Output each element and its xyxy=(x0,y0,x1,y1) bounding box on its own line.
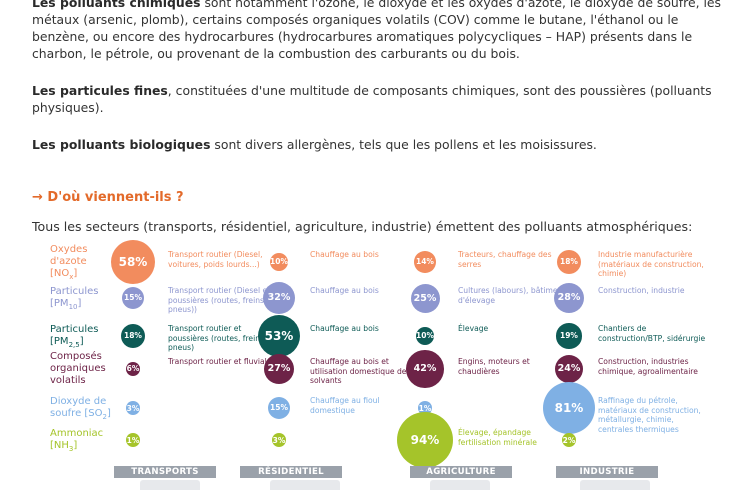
sector-illustration xyxy=(270,480,340,490)
paragraph-lead: Les polluants chimiques xyxy=(32,0,201,10)
source-description-residentiel: Chauffage au fioul domestique xyxy=(310,396,380,415)
sector-illustration xyxy=(140,480,200,490)
source-description-transports: Transport routier (Diesel et poussières … xyxy=(168,286,271,314)
source-description-residentiel: Chauffage au bois et utilisation domesti… xyxy=(310,357,407,385)
section-intro: Tous les secteurs (transports, résidenti… xyxy=(32,219,693,234)
share-bubble-residentiel: 15% xyxy=(267,396,291,420)
sector-illustration xyxy=(580,480,650,490)
pollutant-label: Particules [PM2,5] xyxy=(50,324,99,349)
share-bubble-industrie: 81% xyxy=(542,381,596,435)
source-description-transports: Transport routier et poussières (routes,… xyxy=(168,324,267,352)
sector-illustration xyxy=(430,480,490,490)
share-bubble-agriculture: 42% xyxy=(406,350,444,388)
share-bubble-transports: 1% xyxy=(126,433,140,447)
source-description-industrie: Construction, industries chimique, agroa… xyxy=(598,357,698,376)
share-bubble-agriculture: 1% xyxy=(418,401,432,415)
share-bubble-agriculture: 94% xyxy=(396,411,454,469)
share-bubble-transports: 6% xyxy=(125,361,141,377)
source-description-transports: Transport routier (Diesel, voitures, poi… xyxy=(168,250,263,269)
pollutant-label: Ammoniac [NH3] xyxy=(50,428,104,453)
pollutant-label: Composés organiques volatils xyxy=(50,351,106,386)
source-description-industrie: Construction, industrie xyxy=(598,286,685,295)
paragraph-body: sont divers allergènes, tels que les pol… xyxy=(210,137,597,152)
share-bubble-transports: 3% xyxy=(126,401,140,415)
sector-label-agriculture: AGRICULTURE xyxy=(410,466,512,478)
paragraph-body: sont notamment l'ozone, le dioxyde et le… xyxy=(32,0,721,61)
source-description-agriculture: Engins, moteurs et chaudières xyxy=(458,357,530,376)
share-bubble-residentiel: 10% xyxy=(269,252,289,272)
paragraph-body: , constituées d'une multitude de composa… xyxy=(32,83,712,115)
pollutant-label: Particules [PM10] xyxy=(50,286,99,311)
share-bubble-agriculture: 10% xyxy=(415,326,435,346)
source-description-transports: Transport routier et fluvial xyxy=(168,357,267,366)
share-bubble-industrie: 2% xyxy=(562,433,576,447)
share-bubble-transports: 15% xyxy=(121,286,145,310)
paragraph-chemical-pollutants: Les polluants chimiques sont notamment l… xyxy=(32,0,722,62)
source-description-residentiel: Chauffage au bois xyxy=(310,324,379,333)
sector-label-transports: TRANSPORTS xyxy=(114,466,216,478)
share-bubble-residentiel: 3% xyxy=(272,433,286,447)
source-description-industrie: Chantiers de construction/BTP, sidérurgi… xyxy=(598,324,706,343)
share-bubble-agriculture: 25% xyxy=(410,283,440,313)
sector-label-residentiel: RÉSIDENTIEL xyxy=(240,466,342,478)
paragraph-biological-pollutants: Les polluants biologiques sont divers al… xyxy=(32,136,722,153)
share-bubble-industrie: 18% xyxy=(556,249,582,275)
source-description-residentiel: Chauffage au bois xyxy=(310,286,379,295)
source-description-residentiel: Chauffage au bois xyxy=(310,250,379,259)
pollutant-label: Oxydes d'azote [NOx] xyxy=(50,244,88,281)
source-description-agriculture: Cultures (labours), bâtiments d'élevage xyxy=(458,286,570,305)
source-description-agriculture: Élevage xyxy=(458,324,489,333)
share-bubble-industrie: 28% xyxy=(553,282,585,314)
share-bubble-residentiel: 27% xyxy=(263,353,295,385)
source-description-agriculture: Tracteurs, chauffage des serres xyxy=(458,250,552,269)
share-bubble-transports: 58% xyxy=(110,239,156,285)
paragraph-lead: Les particules fines xyxy=(32,83,168,98)
paragraph-fine-particles: Les particules fines, constituées d'une … xyxy=(32,82,722,116)
source-description-agriculture: Élevage, épandage fertilisation minérale xyxy=(458,428,537,447)
section-heading: → D'où viennent-ils ? xyxy=(32,190,184,205)
source-description-industrie: Industrie manufacturière (matériaux de c… xyxy=(598,250,704,278)
source-description-industrie: Raffinage du pétrole, matériaux de const… xyxy=(598,396,701,434)
share-bubble-agriculture: 14% xyxy=(414,251,436,273)
share-bubble-industrie: 24% xyxy=(554,354,584,384)
sector-label-industrie: INDUSTRIE xyxy=(556,466,658,478)
paragraph-lead: Les polluants biologiques xyxy=(32,137,211,152)
share-bubble-industrie: 19% xyxy=(556,323,582,349)
share-bubble-residentiel: 53% xyxy=(257,314,301,358)
share-bubble-residentiel: 32% xyxy=(262,281,296,315)
pollutant-label: Dioxyde de soufre [SO2] xyxy=(50,396,111,421)
share-bubble-transports: 18% xyxy=(120,323,146,349)
